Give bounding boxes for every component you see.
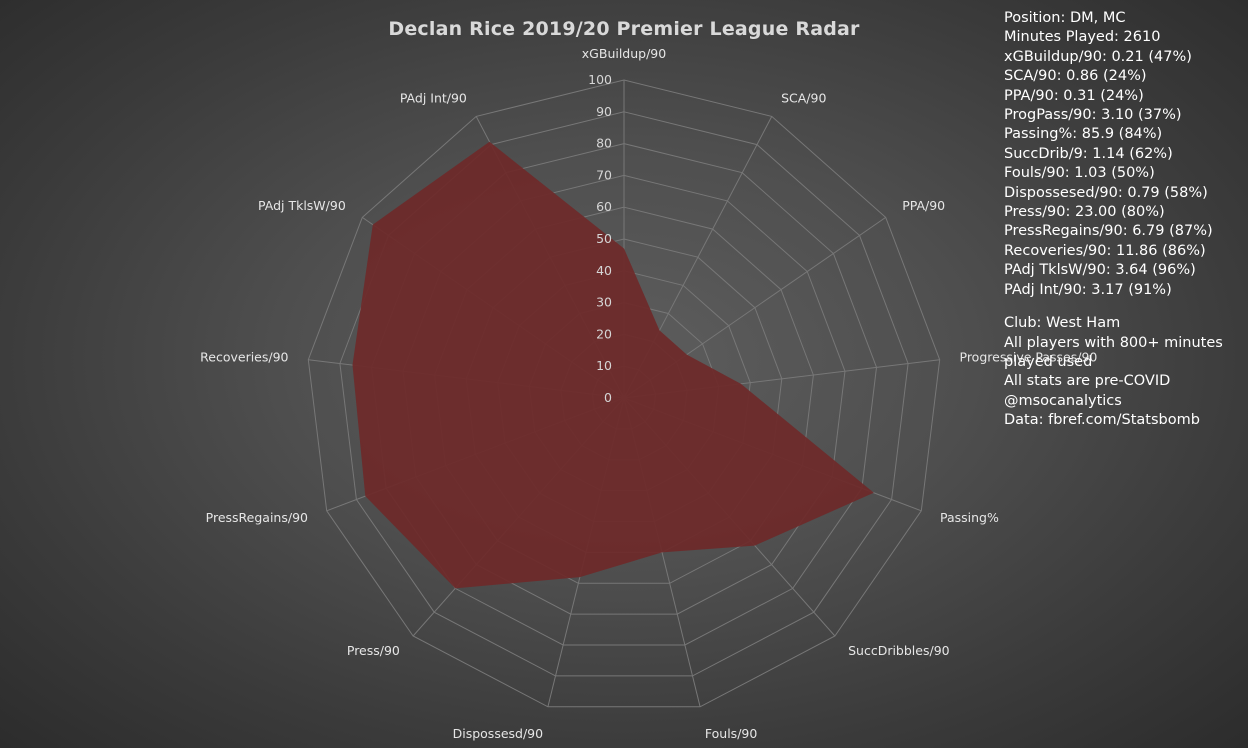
- note-line: All players with 800+ minutes played use…: [1004, 334, 1223, 370]
- stat-line: Passing%: 85.9 (84%): [1004, 126, 1163, 143]
- tick-label: 70: [596, 167, 612, 182]
- tick-label: 30: [596, 295, 612, 310]
- chart-title: Declan Rice 2019/20 Premier League Radar: [0, 18, 1248, 40]
- stat-line: Minutes Played: 2610: [1004, 29, 1161, 46]
- stat-line: Dispossesed/90: 0.79 (58%): [1004, 184, 1208, 201]
- axis-label: SCA/90: [781, 91, 826, 106]
- stat-line: SuccDrib/9: 1.14 (62%): [1004, 145, 1173, 162]
- axis-label: PressRegains/90: [206, 510, 308, 525]
- tick-label: 60: [596, 199, 612, 214]
- axis-label: SuccDribbles/90: [848, 643, 950, 658]
- axis-label: Recoveries/90: [200, 349, 288, 364]
- stat-line: Recoveries/90: 11.86 (86%): [1004, 242, 1206, 259]
- radar-data-layer: [352, 141, 874, 589]
- tick-label: 100: [588, 72, 612, 87]
- tick-label: 10: [596, 358, 612, 373]
- axis-label: PAdj Int/90: [400, 91, 467, 106]
- axis-label: Passing%: [940, 510, 999, 525]
- stat-line: Fouls/90: 1.03 (50%): [1004, 165, 1155, 182]
- tick-label: 0: [604, 390, 612, 405]
- note-line: All stats are pre-COVID: [1004, 373, 1171, 390]
- stat-line: SCA/90: 0.86 (24%): [1004, 68, 1147, 85]
- axis-label: PAdj TklsW/90: [258, 198, 346, 213]
- axis-label: Progressive Passes/90: [960, 349, 1098, 364]
- chart-title-text: Declan Rice 2019/20 Premier League Radar: [388, 18, 860, 40]
- stats-list: Position: DM, MC Minutes Played: 2610 xGBu…: [1004, 9, 1240, 314]
- stat-line: PAdj TklsW/90: 3.64 (96%): [1004, 262, 1196, 279]
- data-area: [352, 141, 874, 589]
- radar-tick-labels: 0 10 20 30 40 50 60 70 80 90 100: [588, 72, 612, 405]
- axis-label: PPA/90: [902, 198, 945, 213]
- radar-axis-labels: xGBuildup/90 SCA/90 PPA/90 Progressive Pass…: [200, 46, 1097, 741]
- stat-line: ProgPass/90: 3.10 (37%): [1004, 107, 1182, 124]
- stat-line: PressRegains/90: 6.79 (87%): [1004, 223, 1213, 240]
- stat-line: xGBuildup/90: 0.21 (47%): [1004, 48, 1192, 65]
- stat-line: PAdj Int/90: 3.17 (91%): [1004, 281, 1172, 298]
- stat-line: Press/90: 23.00 (80%): [1004, 204, 1165, 221]
- axis-label: Dispossesd/90: [453, 726, 544, 741]
- stat-line: Position: DM, MC: [1004, 10, 1126, 26]
- note-line: Club: West Ham: [1004, 315, 1121, 332]
- note-line: @msocanalytics: [1004, 392, 1122, 409]
- stat-line: PPA/90: 0.31 (24%): [1004, 87, 1144, 104]
- panel-spacer: [1004, 300, 1240, 314]
- tick-label: 80: [596, 136, 612, 151]
- grid-ring: [307, 79, 941, 708]
- tick-label: 90: [596, 104, 612, 119]
- tick-label: 40: [596, 263, 612, 278]
- tick-label: 20: [596, 326, 612, 341]
- notes-list: Club: West Ham All players with 800+ minu…: [1004, 314, 1240, 430]
- stats-panel: Position: DM, MC Minutes Played: 2610 xGBu…: [1004, 9, 1240, 431]
- axis-label: Fouls/90: [705, 726, 757, 741]
- tick-label: 50: [596, 231, 612, 246]
- axis-label: xGBuildup/90: [582, 46, 666, 61]
- axis-label: Press/90: [347, 643, 400, 658]
- note-line: Data: fbref.com/Statsbomb: [1004, 412, 1200, 429]
